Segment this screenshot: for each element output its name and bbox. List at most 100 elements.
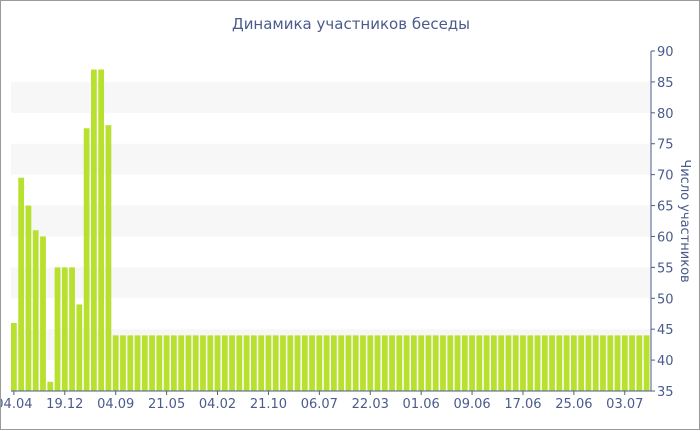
bar <box>120 335 126 391</box>
x-tick-label: 04.02 <box>199 397 236 412</box>
bar <box>338 335 345 391</box>
y-tick-label: 60 <box>657 230 674 245</box>
bar <box>432 335 439 391</box>
bar <box>571 335 577 391</box>
bar <box>76 304 83 391</box>
x-axis: 04.04 19.12 04.09 21.05 04.02 21.10 06.07 22.03… <box>1 390 651 412</box>
bar <box>294 335 301 391</box>
bar <box>367 335 374 391</box>
bar <box>469 335 475 391</box>
bar <box>18 177 25 391</box>
bar <box>425 335 432 391</box>
bar <box>47 381 54 391</box>
bar <box>483 335 490 391</box>
bar <box>149 335 155 391</box>
bar <box>192 335 199 391</box>
bar <box>403 335 410 391</box>
bar <box>69 267 75 391</box>
bar <box>272 335 279 391</box>
bar-series <box>11 69 650 391</box>
bar <box>134 335 141 391</box>
bar <box>178 335 185 391</box>
bar <box>440 335 446 391</box>
bar <box>461 335 468 391</box>
y-tick-label: 35 <box>657 385 674 400</box>
bar <box>520 335 526 391</box>
bar <box>556 335 563 391</box>
bar <box>207 335 214 391</box>
bar <box>156 335 163 391</box>
bar <box>61 267 68 391</box>
bar <box>229 335 235 391</box>
bar <box>301 335 308 391</box>
bar <box>54 267 61 391</box>
x-tick-label: 22.03 <box>352 397 389 412</box>
bar <box>585 335 592 391</box>
bar <box>163 335 170 391</box>
bar <box>578 335 585 391</box>
y-tick-label: 55 <box>657 261 674 276</box>
bar <box>287 335 294 391</box>
y-tick-label: 70 <box>657 169 674 184</box>
bar <box>251 335 257 391</box>
bar <box>512 335 519 391</box>
bar <box>345 335 352 391</box>
x-tick-label: 03.07 <box>606 397 643 412</box>
chart-title: Динамика участников беседы <box>232 15 470 33</box>
bar <box>32 230 39 391</box>
bar <box>25 205 32 391</box>
bar <box>563 335 570 391</box>
bar <box>600 335 606 391</box>
y-tick-label: 45 <box>657 323 674 338</box>
bar <box>454 335 461 391</box>
bar <box>396 335 403 391</box>
bar <box>411 335 417 391</box>
bar <box>258 335 265 391</box>
bar <box>498 335 505 391</box>
x-tick-label: 09.06 <box>453 397 490 412</box>
x-tick-label: 01.06 <box>403 397 440 412</box>
x-tick-label: 17.06 <box>504 397 541 412</box>
bar <box>447 335 454 391</box>
y-tick-label: 40 <box>657 354 674 369</box>
x-tick-label: 19.12 <box>46 397 83 412</box>
bar <box>621 335 628 391</box>
grid-band <box>11 81 651 113</box>
bar <box>592 335 599 391</box>
bar <box>243 335 250 391</box>
bar <box>607 335 614 391</box>
y-tick-label: 75 <box>657 138 674 153</box>
bar <box>236 335 243 391</box>
y-axis: 35 40 45 50 55 60 65 70 75 80 85 90 <box>650 45 674 400</box>
y-tick-label: 90 <box>657 45 674 60</box>
bar <box>527 335 534 391</box>
bar <box>265 335 272 391</box>
grid-bands <box>11 81 651 361</box>
bar <box>505 335 512 391</box>
y-tick-label: 80 <box>657 107 674 122</box>
bar <box>331 335 337 391</box>
y-tick-label: 50 <box>657 292 674 307</box>
bar <box>141 335 148 391</box>
bar <box>614 335 621 391</box>
bar <box>105 125 112 391</box>
bar <box>381 335 388 391</box>
bar <box>171 335 177 391</box>
y-tick-label: 85 <box>657 76 674 91</box>
bar <box>83 128 90 391</box>
bar <box>98 69 105 391</box>
bar <box>309 335 315 391</box>
bar <box>185 335 192 391</box>
x-tick-label: 04.04 <box>1 397 32 412</box>
grid-band <box>11 267 651 299</box>
bar <box>316 335 323 391</box>
bar <box>352 335 359 391</box>
bar <box>360 335 366 391</box>
bar <box>389 335 395 391</box>
bar <box>418 335 425 391</box>
bar <box>112 335 119 391</box>
grid-band <box>11 205 651 237</box>
bar <box>491 335 497 391</box>
